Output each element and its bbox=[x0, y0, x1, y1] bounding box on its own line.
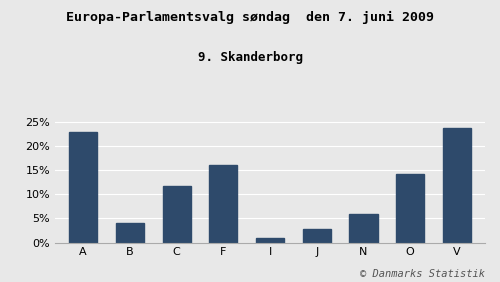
Text: © Danmarks Statistik: © Danmarks Statistik bbox=[360, 269, 485, 279]
Bar bbox=[350, 213, 378, 243]
Bar bbox=[116, 223, 144, 243]
Bar bbox=[256, 238, 284, 243]
Bar bbox=[443, 128, 471, 243]
Bar bbox=[302, 229, 331, 243]
Text: 9. Skanderborg: 9. Skanderborg bbox=[198, 51, 302, 64]
Text: Europa-Parlamentsvalg søndag  den 7. juni 2009: Europa-Parlamentsvalg søndag den 7. juni… bbox=[66, 11, 434, 24]
Bar bbox=[69, 132, 97, 243]
Bar bbox=[396, 174, 424, 243]
Bar bbox=[162, 186, 190, 243]
Bar bbox=[209, 165, 238, 243]
